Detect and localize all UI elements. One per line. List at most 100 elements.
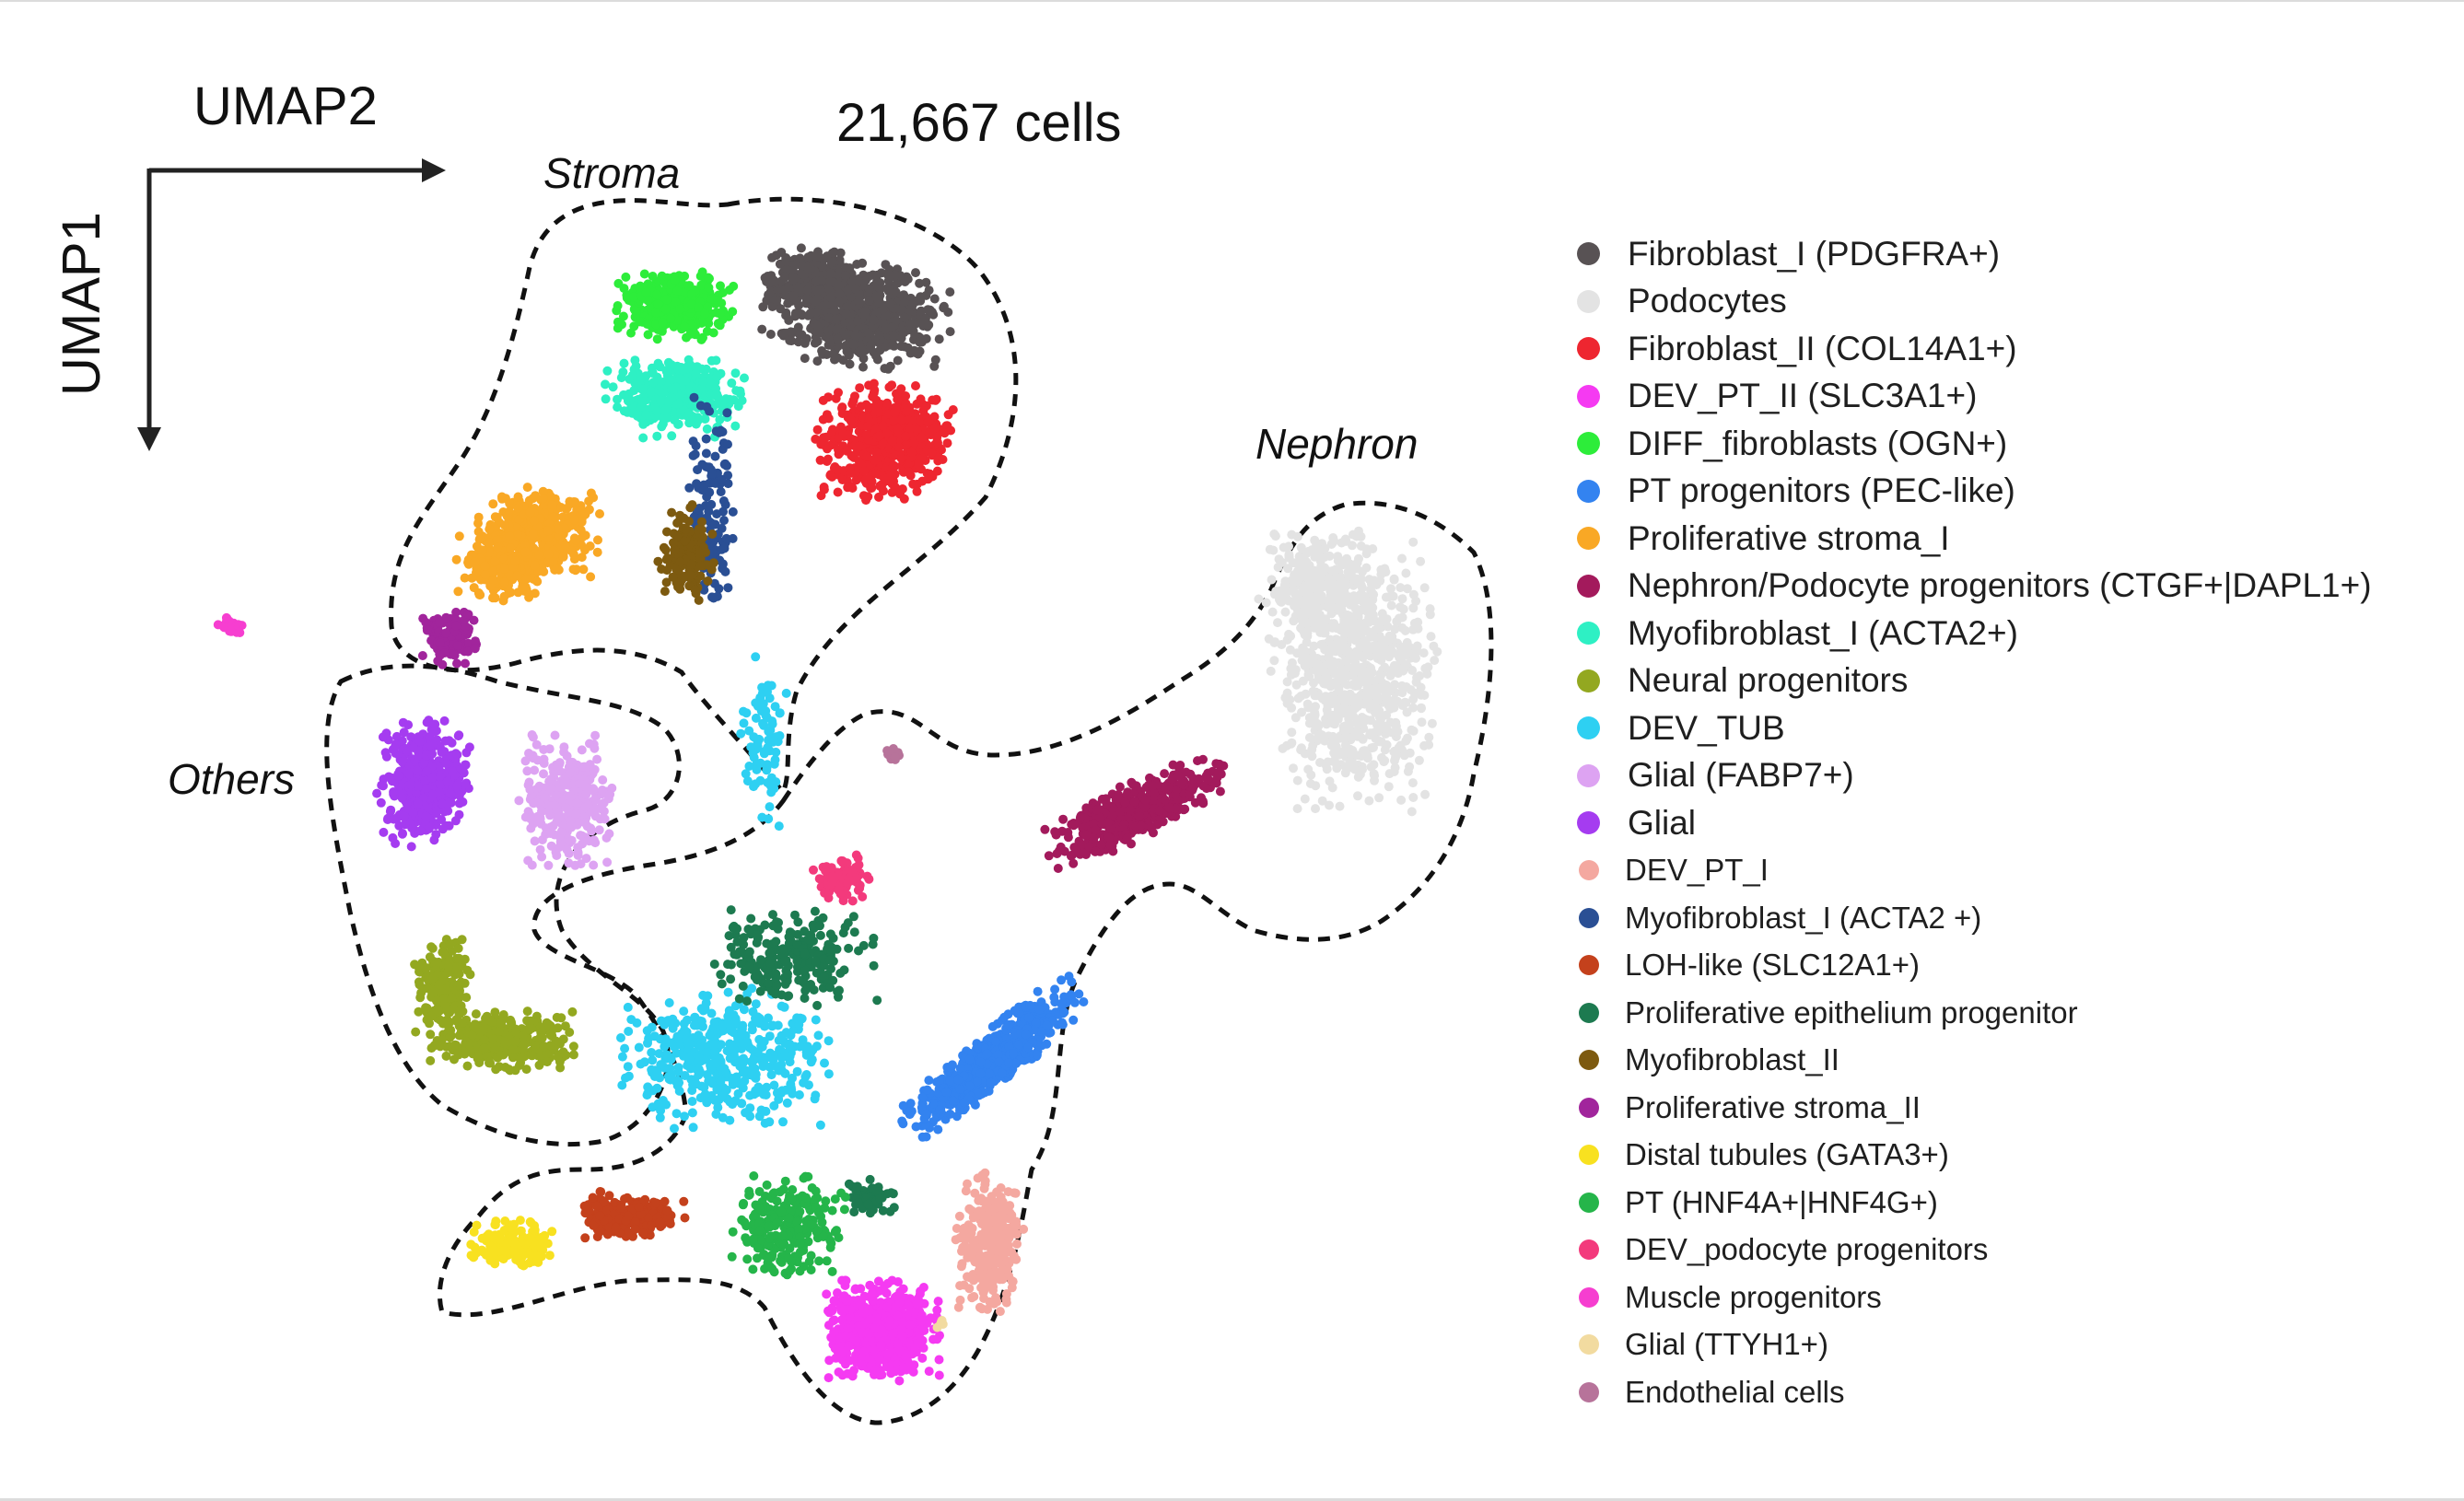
scatter-point (862, 1329, 872, 1338)
scatter-point (1323, 602, 1333, 612)
scatter-point (715, 308, 725, 319)
scatter-point (805, 308, 815, 319)
scatter-point (911, 268, 920, 278)
scatter-point (881, 342, 890, 352)
scatter-point (490, 556, 500, 566)
scatter-point (522, 483, 532, 493)
scatter-point (847, 414, 856, 425)
scatter-point (869, 315, 879, 325)
scatter-point (818, 395, 828, 405)
scatter-point (488, 575, 498, 585)
scatter-point (879, 486, 888, 496)
scatter-point (843, 285, 853, 296)
scatter-point (1358, 665, 1368, 675)
scatter-point (560, 540, 570, 550)
scatter-point (846, 468, 856, 478)
scatter-point (933, 437, 942, 448)
scatter-point (1331, 564, 1341, 575)
scatter-point (1329, 693, 1339, 704)
scatter-point (1359, 746, 1368, 756)
scatter-point (847, 1371, 858, 1381)
scatter-point (1429, 641, 1439, 651)
scatter-point (1372, 651, 1382, 661)
scatter-point (1397, 594, 1407, 604)
scatter-point (868, 1288, 877, 1298)
scatter-point (817, 275, 826, 285)
scatter-point (915, 337, 925, 347)
scatter-point (451, 554, 461, 564)
scatter-point (1339, 734, 1349, 744)
scatter-point (642, 320, 652, 329)
scatter-point (932, 466, 942, 476)
scatter-point (1307, 751, 1317, 762)
scatter-point (948, 1096, 958, 1106)
scatter-point (1348, 541, 1357, 551)
scatter-point (1399, 750, 1409, 761)
scatter-point (896, 453, 906, 463)
scatter-point (488, 499, 498, 509)
scatter-point (1422, 669, 1432, 679)
scatter-point (1384, 592, 1394, 602)
scatter-point (786, 327, 796, 337)
scatter-point (903, 343, 913, 353)
scatter-point (1319, 666, 1329, 676)
scatter-point (1160, 769, 1170, 779)
scatter-point (856, 401, 866, 412)
scatter-point (530, 560, 540, 570)
scatter-point (913, 1339, 922, 1349)
scatter-point (795, 330, 804, 340)
scatter-point (1420, 789, 1431, 799)
scatter-point (842, 1296, 852, 1306)
scatter-point (1325, 800, 1334, 810)
scatter-point (1069, 997, 1080, 1007)
scatter-point (841, 271, 850, 281)
scatter-point (1415, 688, 1425, 697)
scatter-point (945, 327, 955, 337)
scatter-point (853, 296, 863, 306)
scatter-point (626, 328, 636, 338)
scatter-point (1362, 607, 1372, 617)
scatter-point (1278, 743, 1288, 753)
scatter-point (840, 1305, 850, 1315)
scatter-point (829, 1296, 839, 1306)
scatter-point (822, 457, 832, 466)
scatter-point (827, 471, 837, 482)
scatter-point (896, 304, 906, 314)
scatter-point (1270, 531, 1280, 541)
scatter-point (1290, 713, 1301, 723)
scatter-point (1397, 623, 1407, 633)
scatter-point (490, 593, 500, 603)
scatter-point (921, 277, 931, 287)
scatter-point (917, 1132, 928, 1142)
scatter-point (896, 384, 906, 394)
scatter-point (1274, 554, 1284, 564)
scatter-point (1277, 640, 1287, 649)
scatter-point (934, 334, 944, 344)
scatter-point (1356, 541, 1366, 551)
scatter-point (568, 497, 578, 506)
scatter-point (916, 394, 926, 404)
scatter-point (930, 395, 940, 405)
scatter-point (854, 276, 863, 286)
scatter-point (1400, 651, 1409, 660)
scatter-point (882, 1362, 892, 1372)
scatter-point (1369, 742, 1378, 752)
scatter-point (835, 289, 845, 298)
scatter-point (801, 294, 812, 304)
scatter-point (873, 1276, 883, 1286)
scatter-point (765, 330, 776, 339)
scatter-point (917, 1316, 927, 1326)
scatter-point (1361, 549, 1372, 559)
scatter-point (1321, 692, 1331, 702)
scatter-point (717, 298, 727, 308)
scatter-point (818, 262, 828, 272)
scatter-point (1215, 786, 1225, 797)
scatter-point (1430, 656, 1440, 666)
scatter-point (1300, 660, 1310, 670)
scatter-point (1287, 727, 1297, 738)
scatter-point (1395, 583, 1406, 593)
scatter-point (595, 509, 604, 518)
scatter-point (767, 252, 777, 262)
scatter-point (929, 361, 940, 371)
scatter-point (906, 448, 917, 458)
